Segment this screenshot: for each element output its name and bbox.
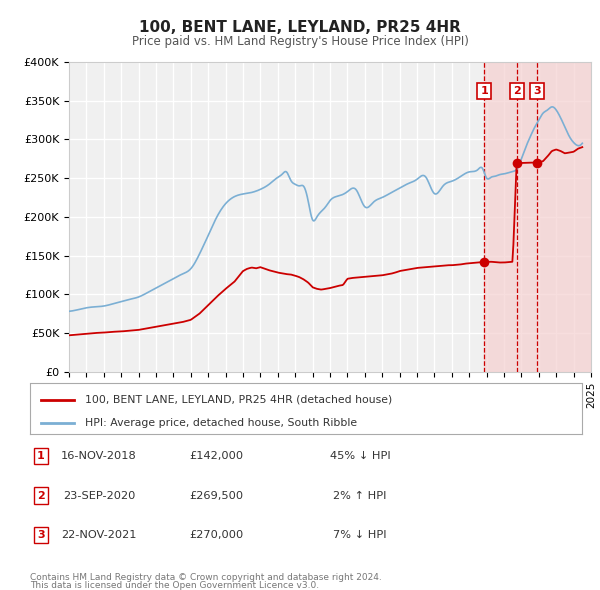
Bar [484,62,591,372]
Text: 7% ↓ HPI: 7% ↓ HPI [333,530,387,540]
Text: 2: 2 [37,491,44,500]
Text: 1: 1 [481,86,488,96]
Text: 22-NOV-2021: 22-NOV-2021 [61,530,137,540]
Text: 3: 3 [37,530,44,540]
Text: 16-NOV-2018: 16-NOV-2018 [61,451,137,461]
Text: 2% ↑ HPI: 2% ↑ HPI [333,491,387,500]
Text: 100, BENT LANE, LEYLAND, PR25 4HR (detached house): 100, BENT LANE, LEYLAND, PR25 4HR (detac… [85,395,392,405]
Text: £270,000: £270,000 [189,530,243,540]
Text: £269,500: £269,500 [189,491,243,500]
Text: 2: 2 [513,86,521,96]
Text: 1: 1 [37,451,44,461]
Text: 3: 3 [533,86,541,96]
Text: HPI: Average price, detached house, South Ribble: HPI: Average price, detached house, Sout… [85,418,358,428]
Text: 23-SEP-2020: 23-SEP-2020 [63,491,135,500]
Text: Price paid vs. HM Land Registry's House Price Index (HPI): Price paid vs. HM Land Registry's House … [131,35,469,48]
Text: This data is licensed under the Open Government Licence v3.0.: This data is licensed under the Open Gov… [30,581,319,590]
Text: 45% ↓ HPI: 45% ↓ HPI [329,451,391,461]
Text: Contains HM Land Registry data © Crown copyright and database right 2024.: Contains HM Land Registry data © Crown c… [30,572,382,582]
Text: 100, BENT LANE, LEYLAND, PR25 4HR: 100, BENT LANE, LEYLAND, PR25 4HR [139,20,461,35]
Text: £142,000: £142,000 [189,451,243,461]
